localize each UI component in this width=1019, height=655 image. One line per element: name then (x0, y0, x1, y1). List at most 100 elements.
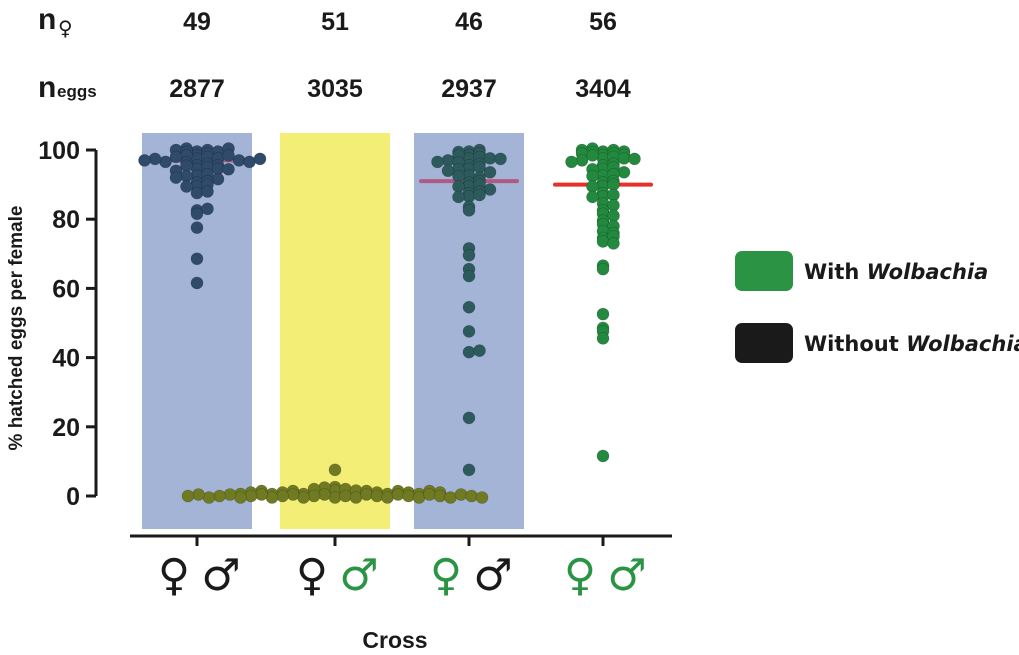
data-point (465, 489, 478, 503)
y-tick-label: 80 (52, 206, 80, 234)
data-point (586, 190, 599, 204)
data-point (617, 165, 631, 179)
data-point (181, 489, 195, 503)
data-point (462, 411, 476, 425)
data-point (190, 186, 204, 200)
data-point (307, 489, 321, 503)
data-point (244, 489, 258, 503)
data-point (148, 152, 162, 166)
data-point (138, 154, 151, 167)
female-symbol: ♀ (430, 550, 462, 601)
data-point (475, 491, 489, 504)
data-point (607, 237, 620, 250)
data-point (169, 171, 183, 184)
legend-swatch-with (735, 251, 793, 291)
n-females-value: 46 (455, 8, 483, 36)
data-point (433, 489, 447, 503)
data-point (452, 190, 465, 204)
y-axis-label: % hatched eggs per female (6, 206, 27, 451)
data-point (596, 449, 610, 463)
data-point (444, 491, 457, 504)
data-point (234, 491, 247, 504)
data-point (454, 488, 468, 501)
data-point (565, 155, 578, 169)
data-point (213, 489, 226, 503)
data-point (190, 221, 204, 234)
y-tick-label: 40 (52, 345, 80, 373)
male-symbol: ♂ (201, 550, 240, 601)
data-point (473, 344, 486, 357)
data-points (138, 142, 641, 504)
female-symbol: ♀ (296, 550, 328, 601)
legend: With Wolbachia Without Wolbachia (735, 251, 1019, 363)
female-symbol: ♀ (564, 550, 596, 601)
n-females-label: n (38, 3, 56, 36)
data-point (253, 152, 267, 166)
data-point (462, 345, 476, 359)
data-point (370, 489, 384, 503)
data-point (575, 154, 589, 167)
data-point (473, 188, 486, 202)
data-point (328, 463, 342, 477)
cross-symbols: ♀ ♂ ♀ ♂ ♀ ♂ ♀ ♂ (158, 550, 647, 601)
data-point (586, 149, 599, 162)
data-point (328, 491, 342, 504)
data-point (462, 463, 476, 477)
data-point (255, 488, 268, 501)
data-point (222, 149, 235, 162)
n-eggs-value: 3404 (575, 75, 631, 103)
data-point (483, 183, 497, 196)
data-point (462, 325, 476, 338)
data-point (211, 172, 225, 186)
legend-label-without: Without Wolbachia (804, 332, 1019, 356)
x-axis-ticks (195, 536, 605, 546)
data-point (360, 488, 373, 501)
data-point (462, 204, 476, 217)
data-point (349, 491, 363, 504)
data-point (596, 307, 610, 321)
data-point (412, 491, 426, 504)
data-point (297, 491, 310, 504)
n-females-value: 56 (589, 8, 617, 36)
data-point (243, 155, 256, 169)
male-symbol: ♂ (607, 550, 646, 601)
data-point (483, 152, 497, 165)
n-eggs-header: n eggs (38, 71, 97, 104)
data-point (190, 207, 204, 221)
data-point (318, 488, 331, 501)
n-eggs-value: 2877 (169, 75, 225, 103)
data-point (462, 269, 476, 283)
legend-label-with: With Wolbachia (804, 260, 988, 284)
data-point (222, 162, 235, 176)
data-point (265, 491, 279, 504)
legend-swatch-without (735, 323, 793, 363)
female-symbol: ♀ (58, 16, 73, 40)
data-point (494, 152, 507, 166)
n-females-value: 51 (321, 8, 349, 36)
data-point (169, 150, 183, 164)
n-females-header: n ♀ (38, 3, 73, 40)
data-point (441, 164, 455, 178)
data-point (286, 488, 300, 501)
data-point (596, 235, 610, 248)
data-point (431, 155, 444, 169)
male-symbol: ♂ (473, 550, 512, 601)
male-symbol: ♂ (339, 550, 378, 601)
data-point (596, 332, 610, 345)
data-point (180, 180, 193, 193)
header-values: 49 2877 51 3035 46 2937 56 3404 (169, 8, 631, 103)
y-tick-label: 0 (66, 483, 80, 511)
data-point (159, 155, 172, 169)
y-tick-label: 100 (38, 137, 80, 165)
data-point (201, 202, 214, 216)
female-symbol: ♀ (158, 550, 190, 601)
data-point (190, 252, 204, 266)
data-point (276, 489, 289, 503)
y-tick-label: 20 (52, 414, 80, 442)
n-females-value: 49 (183, 8, 211, 36)
x-axis-label: Cross (362, 627, 427, 653)
n-eggs-value: 3035 (307, 75, 363, 103)
group-band (280, 133, 390, 529)
data-point (190, 276, 204, 290)
